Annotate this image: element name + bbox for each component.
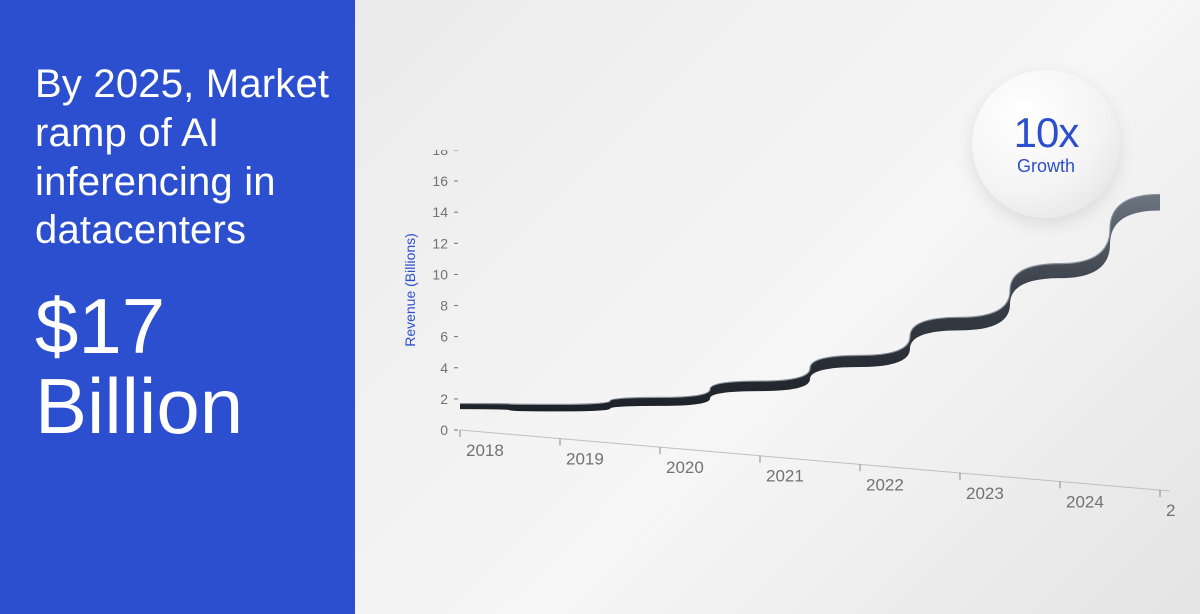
x-tick-label: 2023 [966, 484, 1004, 503]
y-tick-label: 6 [440, 329, 448, 345]
x-tick-label: 2022 [866, 475, 904, 494]
x-tick-label: 2024 [1066, 492, 1104, 511]
x-tick-label: 2020 [666, 458, 704, 477]
growth-badge-main: 10x [1014, 112, 1079, 154]
x-tick-label: 2019 [566, 450, 604, 469]
y-tick-label: 14 [432, 204, 448, 220]
y-tick-label: 8 [440, 298, 448, 314]
headline-text: By 2025, Market ramp of AI inferencing i… [35, 60, 335, 255]
series-band [460, 194, 1160, 411]
y-tick-label: 2 [440, 391, 448, 407]
y-tick-label: 4 [440, 360, 448, 376]
y-axis-label: Revenue (Billions) [402, 233, 418, 347]
y-tick-label: 16 [432, 173, 448, 189]
chart-panel: 10x Growth 024681012141618 2018201920202… [355, 0, 1200, 614]
y-tick-label: 0 [440, 422, 448, 438]
y-tick-label: 10 [432, 266, 448, 282]
revenue-chart: 0 2 4 6 8 10 12 14 16 18 2018 2019 2020 2021 2022 2023… [395, 150, 1175, 570]
y-tick-label: 12 [432, 235, 448, 251]
x-tick-label: 2025 [1166, 501, 1175, 520]
chart-container: 0 2 4 6 8 10 12 14 16 18 2018 2019 2020 2021 2022 2023… [395, 150, 1175, 570]
x-tick-label: 2021 [766, 467, 804, 486]
info-panel: By 2025, Market ramp of AI inferencing i… [0, 0, 355, 614]
headline-value: $17 Billion [35, 287, 335, 446]
x-tick-label: 2018 [466, 441, 504, 460]
y-tick-label: 18 [432, 150, 448, 158]
